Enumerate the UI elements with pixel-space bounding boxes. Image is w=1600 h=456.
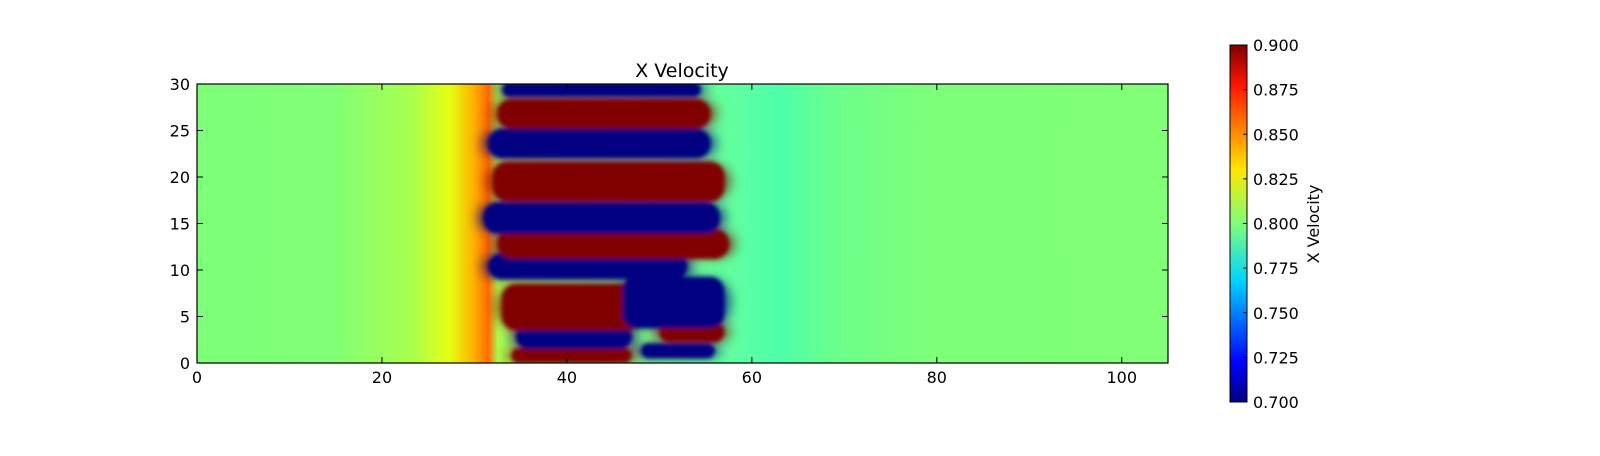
colorbar-tick-label: 0.775 [1253, 259, 1299, 278]
x-tick-label: 100 [1106, 368, 1137, 387]
y-tick-label: 25 [170, 122, 190, 141]
chart-title: X Velocity [635, 60, 729, 82]
x-axis: 0 20 40 60 80 100 [192, 84, 1137, 387]
colorbar-tick-label: 0.700 [1253, 393, 1299, 412]
vortex-band [502, 283, 641, 331]
vortex-band [511, 348, 632, 363]
x-tick-label: 20 [372, 368, 392, 387]
colorbar-tick-label: 0.825 [1253, 170, 1299, 189]
y-tick-label: 10 [170, 261, 190, 280]
colorbar-tick-label: 0.850 [1253, 125, 1299, 144]
vortex-band [497, 98, 711, 129]
y-tick-label: 20 [170, 168, 190, 187]
vortex-band [497, 229, 729, 259]
vortex-band [640, 343, 715, 359]
y-tick-label: 30 [170, 75, 190, 94]
vortex-band [488, 128, 711, 159]
vortex-band [516, 324, 632, 350]
x-tick-label: 80 [927, 368, 947, 387]
y-tick-label: 15 [170, 215, 190, 234]
y-tick-label: 5 [180, 308, 190, 327]
colorbar-tick-label: 0.750 [1253, 304, 1299, 323]
colorbar-label: X Velocity [1304, 185, 1323, 264]
x-tick-label: 40 [557, 368, 577, 387]
colorbar-tick-label: 0.875 [1253, 81, 1299, 100]
colorbar-tick-label: 0.800 [1253, 215, 1299, 234]
colorbar-tick-label: 0.725 [1253, 348, 1299, 367]
y-axis: 0 5 10 15 20 25 30 [170, 75, 1168, 373]
vortex-band [622, 276, 725, 329]
x-tick-label: 60 [742, 368, 762, 387]
vortex-band [488, 253, 688, 280]
colorbar-ticks: 0.700 0.725 0.750 0.775 0.800 0.825 0.850 0.875… [1243, 36, 1299, 412]
vortex-bands [483, 84, 729, 363]
vortex-band [483, 202, 720, 234]
y-tick-label: 0 [180, 354, 190, 373]
x-tick-label: 0 [192, 368, 202, 387]
vortex-band [492, 161, 725, 202]
vortex-band [502, 84, 701, 98]
colorbar-tick-label: 0.900 [1253, 36, 1299, 55]
